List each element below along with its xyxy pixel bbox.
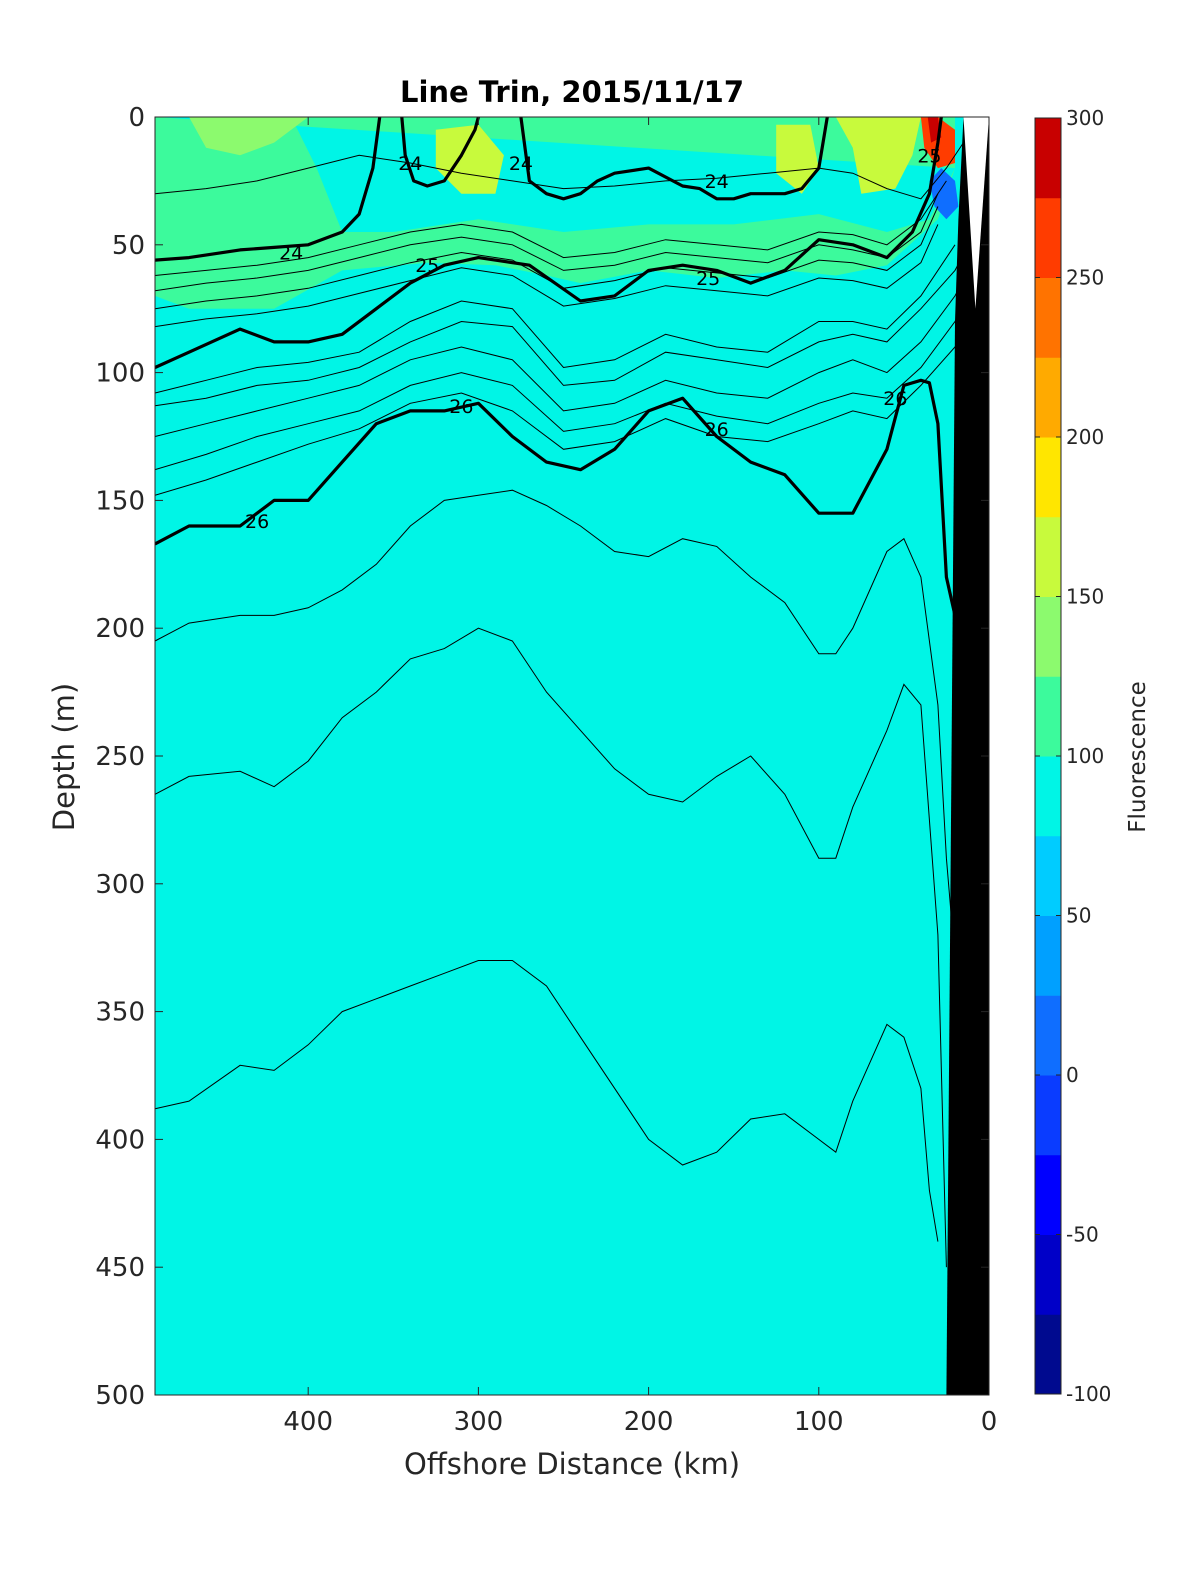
x-tick-label: 200 xyxy=(624,1407,674,1437)
y-tick-label: 200 xyxy=(95,614,145,644)
background-fill xyxy=(155,117,989,1395)
contour-line-24-2 xyxy=(400,117,480,188)
contour-label-26: 26 xyxy=(951,618,975,640)
chart-title: Line Trin, 2015/11/17 xyxy=(400,75,744,109)
region-upper-layer-high xyxy=(155,117,309,156)
y-tick-label: 300 xyxy=(95,870,145,900)
region-surface-layer-moderate xyxy=(155,117,955,309)
colorbar-tick-label: -100 xyxy=(1066,1382,1111,1406)
thin-contour-3 xyxy=(155,193,939,292)
seafloor-shape xyxy=(946,117,989,1395)
colorbar-swatch xyxy=(1035,118,1061,199)
thin-contour-12 xyxy=(155,627,947,1268)
colorbar-tick-label: 50 xyxy=(1066,904,1091,928)
colorbar-tick-label: 300 xyxy=(1066,106,1104,130)
colorbar-swatch xyxy=(1035,437,1061,518)
contour-label-26: 26 xyxy=(883,388,907,410)
x-tick-label: 300 xyxy=(454,1407,504,1437)
region-chl-patch-3 xyxy=(835,117,921,194)
contour-label-26: 26 xyxy=(449,396,473,418)
contour-line-24-1 xyxy=(155,117,382,262)
y-axis-label: Depth (m) xyxy=(47,683,81,831)
colorbar-swatch xyxy=(1035,197,1061,278)
contour-label-26: 26 xyxy=(245,511,269,533)
y-tick-label: 450 xyxy=(95,1253,145,1283)
colorbar-swatch xyxy=(1035,1234,1061,1315)
contour-line-25-4 xyxy=(155,117,943,369)
thin-contour-7 xyxy=(155,244,970,407)
thin-contour-1 xyxy=(155,142,964,200)
colorbar-swatch xyxy=(1035,995,1061,1076)
colorbar: 300 250 200 150 100 50 0 -50 -100 Fluorescence xyxy=(1034,106,1151,1406)
thin-contour-13 xyxy=(155,960,939,1242)
y-tick-label: 500 xyxy=(95,1381,145,1411)
colorbar-swatch xyxy=(1035,676,1061,757)
colorbar-swatch xyxy=(1035,277,1061,358)
x-axis-label: Offshore Distance (km) xyxy=(404,1447,740,1481)
region-chl-patch-1 xyxy=(435,124,504,194)
y-tick-label: 0 xyxy=(128,103,145,133)
thin-contour-2 xyxy=(155,180,947,276)
thin-contour-10 xyxy=(155,321,970,496)
contour-label-24: 24 xyxy=(705,171,729,193)
contour-label-26: 26 xyxy=(705,419,729,441)
contour-label-24: 24 xyxy=(509,153,533,175)
region-coastal-low xyxy=(929,168,959,220)
thin-density-contours xyxy=(155,142,970,1268)
colorbar-swatch xyxy=(1035,756,1061,837)
colorbar-swatch xyxy=(1035,835,1061,916)
y-axis-ticks: 0 50 100 150 200 250 300 350 400 450 500 xyxy=(95,103,989,1411)
colorbar-tick-label: 250 xyxy=(1066,266,1104,290)
y-tick-label: 50 xyxy=(112,231,145,261)
x-tick-label: 400 xyxy=(283,1407,333,1437)
x-axis-ticks: 400 300 200 100 0 xyxy=(283,117,997,1437)
colorbar-label: Fluorescence xyxy=(1125,681,1151,833)
thin-contour-6 xyxy=(155,244,956,394)
y-tick-label: 400 xyxy=(95,1125,145,1155)
contour-line-24-3 xyxy=(519,117,829,201)
colorbar-swatch xyxy=(1035,596,1061,677)
colorbar-ticks: 300 250 200 150 100 50 0 -50 -100 xyxy=(1035,106,1111,1406)
colorbar-swatch xyxy=(1035,1314,1061,1395)
colorbar-swatch xyxy=(1035,516,1061,597)
contour-label-25: 25 xyxy=(917,145,941,167)
colorbar-swatch xyxy=(1035,357,1061,438)
contour-label-24: 24 xyxy=(398,153,422,175)
bold-density-contours xyxy=(155,117,957,616)
y-tick-label: 100 xyxy=(95,359,145,389)
colorbar-swatch xyxy=(1035,1154,1061,1235)
y-tick-label: 350 xyxy=(95,998,145,1028)
seafloor-mask xyxy=(946,117,989,1395)
region-chl-patch-2 xyxy=(776,124,819,194)
fluorescence-regions xyxy=(155,117,959,309)
unsampled-wedge xyxy=(963,117,989,309)
contour-label-25: 25 xyxy=(415,255,439,277)
x-tick-label: 0 xyxy=(981,1407,998,1437)
colorbar-swatches xyxy=(1035,118,1061,1395)
contour-labels: 24 24 24 24 25 25 25 26 26 26 26 26 xyxy=(245,145,976,640)
thin-contour-5 xyxy=(155,224,939,328)
colorbar-tick-label: 100 xyxy=(1066,744,1104,768)
plot-area: 24 24 24 24 25 25 25 26 26 26 26 26 400 300 200 100 0 0… xyxy=(95,103,997,1437)
colorbar-tick-label: 200 xyxy=(1066,425,1104,449)
y-tick-label: 150 xyxy=(95,486,145,516)
contour-label-25: 25 xyxy=(696,268,720,290)
colorbar-tick-label: 0 xyxy=(1066,1063,1079,1087)
colorbar-tick-label: -50 xyxy=(1066,1223,1099,1247)
contour-label-24: 24 xyxy=(279,242,303,264)
thin-contour-4 xyxy=(155,206,939,310)
colorbar-swatch xyxy=(1035,915,1061,996)
contour-line-26-5 xyxy=(155,378,957,616)
y-tick-label: 250 xyxy=(95,742,145,772)
thin-contour-8 xyxy=(155,270,970,437)
thin-contour-11 xyxy=(155,489,964,1140)
thin-contour-9 xyxy=(155,295,970,471)
colorbar-tick-label: 150 xyxy=(1066,585,1104,609)
x-tick-label: 100 xyxy=(794,1407,844,1437)
colorbar-swatch xyxy=(1035,1075,1061,1156)
